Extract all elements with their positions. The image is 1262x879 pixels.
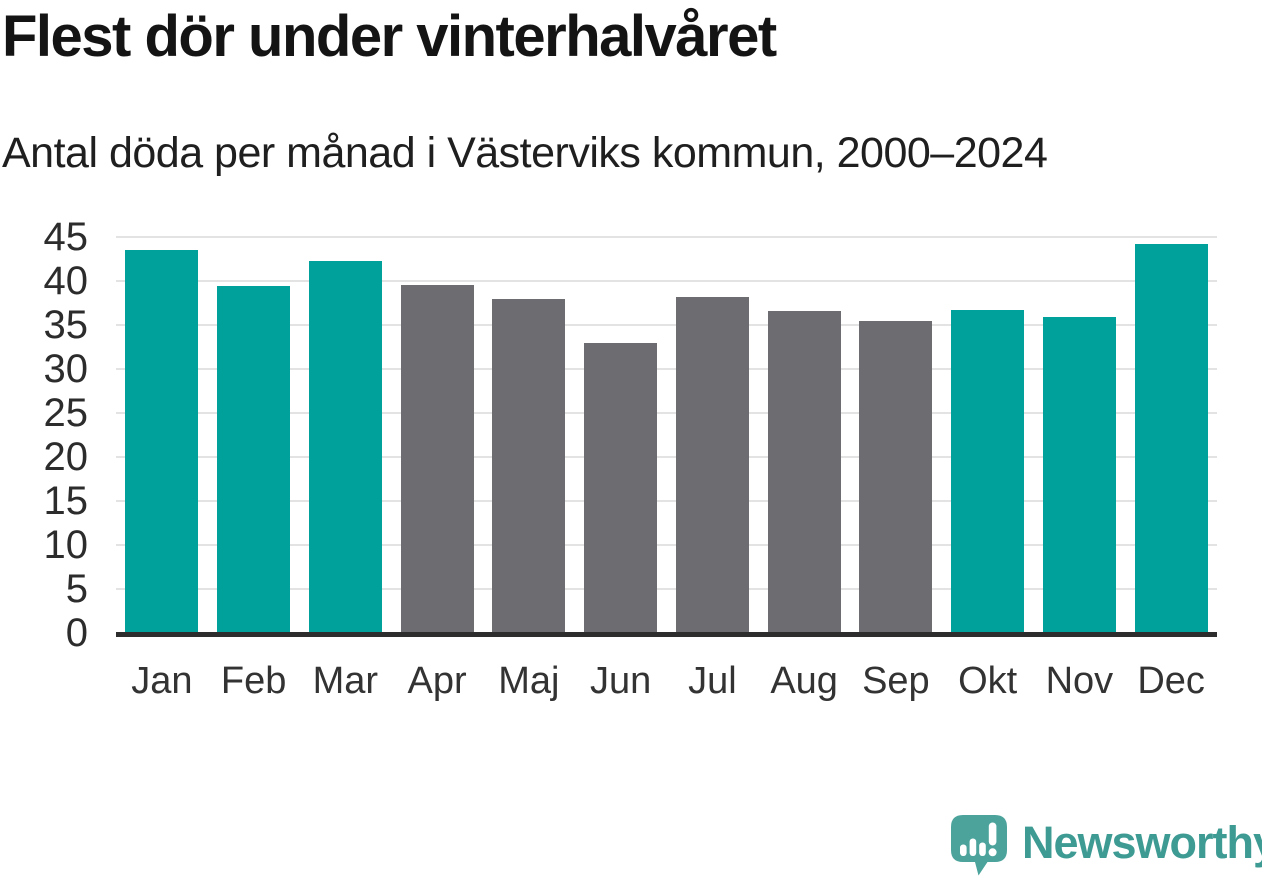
x-tick-label-aug: Aug xyxy=(770,660,838,702)
brand-name: Newsworthy xyxy=(1022,817,1262,868)
x-tick-label-nov: Nov xyxy=(1045,660,1114,702)
bar-mar xyxy=(308,260,382,633)
chart-subtitle: Antal döda per månad i Västerviks kommun… xyxy=(2,129,1048,177)
y-tick-label-5: 5 xyxy=(65,567,88,611)
bar-apr xyxy=(400,284,474,633)
x-tick-label-jan: Jan xyxy=(131,660,193,702)
y-tick-label-20: 20 xyxy=(43,435,89,479)
gridline-5 xyxy=(116,588,1217,590)
y-tick-label-25: 25 xyxy=(43,391,89,435)
x-axis-line xyxy=(116,632,1217,637)
gridline-15 xyxy=(116,500,1217,502)
x-tick-label-jul: Jul xyxy=(688,660,737,702)
bar-jul xyxy=(675,296,749,633)
bar-jun xyxy=(584,342,658,633)
y-tick-label-35: 35 xyxy=(43,303,89,347)
bar-jan xyxy=(125,250,199,633)
y-tick-label-30: 30 xyxy=(43,347,89,391)
x-tick-label-feb: Feb xyxy=(220,660,287,702)
gridline-10 xyxy=(116,544,1217,546)
gridline-45 xyxy=(116,236,1217,238)
bar-nov xyxy=(1042,317,1116,633)
x-tick-label-sep: Sep xyxy=(862,660,930,702)
x-tick-label-maj: Maj xyxy=(498,660,560,702)
x-tick-label-jun: Jun xyxy=(589,660,652,702)
bar-chart-plot-area: 0 5 10 15 20 25 30 35 40 45 Jan Feb Mar Apr Maj Jun Jul A… xyxy=(44,215,1217,702)
x-tick-label-apr: Apr xyxy=(407,660,467,702)
gridline-25 xyxy=(116,412,1217,414)
gridline-40 xyxy=(116,280,1217,282)
x-tick-label-okt: Okt xyxy=(958,660,1018,702)
gridline-20 xyxy=(116,456,1217,458)
y-tick-label-45: 45 xyxy=(43,215,89,259)
bar-dec xyxy=(1134,244,1208,633)
bar-maj xyxy=(492,299,566,633)
y-tick-label-0: 0 xyxy=(65,611,88,655)
x-tick-label-dec: Dec xyxy=(1137,660,1205,702)
bar-sep xyxy=(859,320,933,633)
newsworthy-logo-icon xyxy=(951,815,1007,876)
y-tick-label-40: 40 xyxy=(43,259,89,303)
y-tick-label-15: 15 xyxy=(43,479,89,523)
brand-footer: Newsworthy xyxy=(950,814,1262,878)
gridline-35 xyxy=(116,324,1217,326)
bar-aug xyxy=(767,310,841,633)
bar-feb xyxy=(217,286,291,633)
x-tick-label-mar: Mar xyxy=(312,660,379,702)
y-tick-label-10: 10 xyxy=(43,523,89,567)
gridline-30 xyxy=(116,368,1217,370)
bar-okt xyxy=(951,310,1025,633)
chart-title: Flest dör under vinterhalvåret xyxy=(2,4,777,69)
